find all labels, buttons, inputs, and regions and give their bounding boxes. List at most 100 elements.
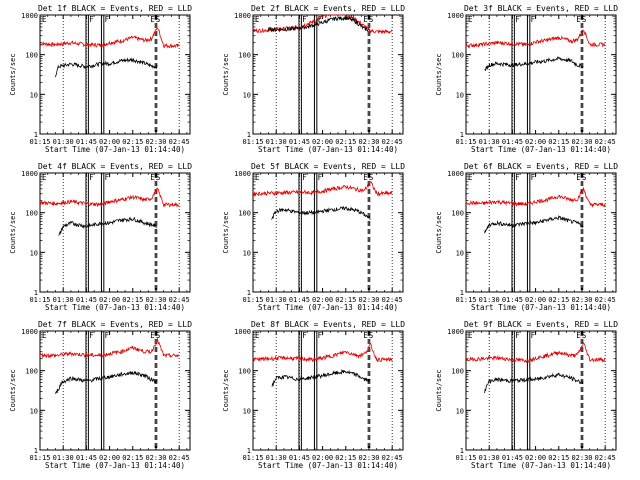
plot-frame [252, 330, 404, 451]
x-tick-label: 02:30 [145, 454, 166, 462]
x-tick-label: 02:15 [122, 454, 143, 462]
y-tick-label: 10 [30, 249, 38, 257]
y-tick-label: 1 [247, 131, 251, 139]
marker-label: E [576, 15, 581, 24]
marker-label: E [42, 331, 47, 340]
panel-title: Det 3f BLACK = Events, RED = LLD [464, 4, 618, 13]
plot-frame [252, 172, 404, 293]
events-series-line [271, 368, 371, 387]
x-tick-label: 01:45 [289, 138, 310, 146]
y-tick-label: 1000 [447, 328, 464, 336]
marker-label: F [515, 331, 520, 340]
y-tick-label: 1 [34, 447, 38, 455]
y-axis-label: Counts/sec [222, 211, 230, 253]
x-axis-label: Start Time (07-Jan-13 01:14:40) [45, 461, 185, 470]
y-tick-label: 1000 [234, 12, 251, 20]
y-tick-label: 10 [30, 407, 38, 415]
x-tick-label: 02:45 [169, 138, 190, 146]
x-tick-label: 01:15 [29, 454, 50, 462]
panel-title: Det 8f BLACK = Events, RED = LLD [251, 320, 405, 329]
x-tick-label: 01:15 [455, 138, 476, 146]
panel-7: Det 7f BLACK = Events, RED = LLD 1 10 100 10… [9, 320, 192, 470]
x-tick-label: 02:45 [595, 138, 616, 146]
y-tick-label: 1000 [234, 328, 251, 336]
x-tick-label: 01:45 [76, 138, 97, 146]
marker-label: S [369, 331, 374, 340]
x-tick-label: 02:45 [595, 296, 616, 304]
x-tick-label: 02:30 [358, 454, 379, 462]
marker-label: F [318, 15, 323, 24]
x-tick-label: 01:30 [53, 296, 74, 304]
x-tick-label: 02:30 [358, 138, 379, 146]
marker-label: E [150, 173, 155, 182]
plot-frame [39, 330, 191, 451]
x-axis-label: Start Time (07-Jan-13 01:14:40) [45, 303, 185, 312]
panel-2: Det 2f BLACK = Events, RED = LLD 1 10 100 10… [222, 4, 405, 154]
y-tick-label: 100 [238, 368, 251, 376]
marker-label: E [468, 331, 473, 340]
y-tick-label: 100 [238, 210, 251, 218]
marker-label: F [531, 331, 536, 340]
y-tick-label: 10 [30, 91, 38, 99]
x-tick-label: 01:30 [479, 454, 500, 462]
marker-label: E [576, 331, 581, 340]
x-tick-label: 01:45 [76, 296, 97, 304]
marker-label: E [255, 331, 260, 340]
panel-title: Det 9f BLACK = Events, RED = LLD [464, 320, 618, 329]
y-axis-label: Counts/sec [9, 53, 17, 95]
y-axis-label: Counts/sec [435, 369, 443, 411]
y-axis-label: Counts/sec [222, 53, 230, 95]
y-tick-label: 100 [451, 368, 464, 376]
y-tick-label: 100 [238, 52, 251, 60]
marker-label: F [105, 15, 110, 24]
marker-label: E [363, 331, 368, 340]
plot-frame [39, 172, 191, 293]
y-tick-label: 100 [451, 210, 464, 218]
x-tick-label: 02:15 [335, 454, 356, 462]
x-tick-label: 01:30 [479, 296, 500, 304]
marker-label: F [531, 173, 536, 182]
panel-1: Det 1f BLACK = Events, RED = LLD 1 10 100 10… [9, 4, 192, 154]
marker-label: E [42, 15, 47, 24]
x-tick-label: 01:30 [53, 454, 74, 462]
events-series-line [268, 15, 369, 33]
x-tick-label: 02:30 [571, 138, 592, 146]
x-tick-label: 01:15 [455, 454, 476, 462]
lld-series-line [466, 341, 606, 363]
x-tick-label: 01:45 [289, 296, 310, 304]
marker-label: S [156, 15, 161, 24]
x-tick-label: 01:15 [242, 138, 263, 146]
marker-label: F [105, 173, 110, 182]
x-tick-label: 02:30 [358, 296, 379, 304]
panel-4: Det 4f BLACK = Events, RED = LLD 1 10 100 10… [9, 162, 192, 312]
y-tick-label: 1 [460, 289, 464, 297]
y-tick-label: 10 [243, 407, 251, 415]
lld-series-line [253, 14, 393, 35]
x-tick-label: 02:00 [312, 454, 333, 462]
x-tick-label: 02:45 [169, 296, 190, 304]
lld-series-line [39, 26, 180, 49]
y-tick-label: 10 [456, 91, 464, 99]
lld-series-line [39, 338, 180, 359]
panel-6: Det 6f BLACK = Events, RED = LLD 1 10 100 10… [435, 162, 618, 312]
panel-3: Det 3f BLACK = Events, RED = LLD 1 10 100 10… [435, 4, 618, 154]
marker-label: F [89, 15, 94, 24]
y-axis-label: Counts/sec [435, 53, 443, 95]
x-tick-label: 02:30 [571, 296, 592, 304]
plot-frame [465, 330, 617, 451]
marker-label: F [302, 331, 307, 340]
lld-series-line [252, 342, 393, 363]
y-tick-label: 10 [243, 91, 251, 99]
marker-label: E [255, 173, 260, 182]
x-tick-label: 02:30 [145, 296, 166, 304]
y-tick-label: 10 [243, 249, 251, 257]
y-tick-label: 1 [247, 289, 251, 297]
marker-label: F [105, 331, 110, 340]
x-tick-label: 02:00 [99, 454, 120, 462]
plot-frame [465, 172, 617, 293]
x-tick-label: 01:30 [479, 138, 500, 146]
y-tick-label: 1000 [234, 170, 251, 178]
y-tick-label: 1000 [21, 328, 38, 336]
x-tick-label: 02:00 [312, 138, 333, 146]
x-axis-label: Start Time (07-Jan-13 01:14:40) [258, 145, 398, 154]
